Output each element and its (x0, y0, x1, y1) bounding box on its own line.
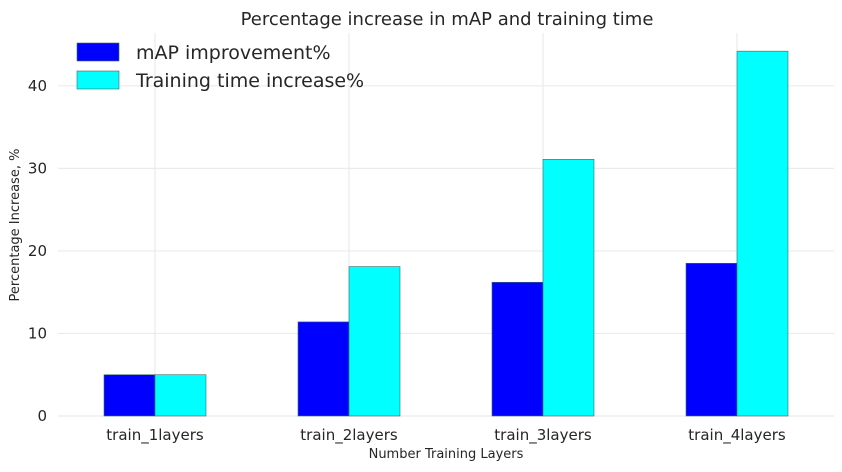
bar (736, 50, 789, 417)
y-tick-label: 30 (28, 159, 47, 177)
y-tick-label: 20 (28, 242, 47, 260)
bar (348, 266, 401, 417)
x-tick-label: train_4layers (688, 426, 786, 445)
legend: mAP improvement% Training time increase% (76, 42, 364, 92)
y-tick-label: 0 (37, 407, 47, 425)
y-axis-label: Percentage Increase, % (8, 149, 23, 302)
x-tick-label: train_3layers (494, 426, 592, 445)
x-tick-label: train_1layers (106, 426, 204, 445)
axis-ticks: 0 10 20 30 40 train_1layers train_2layers train… (28, 77, 786, 445)
legend-label: mAP improvement% (136, 42, 331, 64)
x-axis-label: Number Training Layers (369, 447, 524, 462)
y-tick-label: 40 (28, 77, 47, 95)
legend-label: Training time increase% (135, 70, 364, 92)
chart-title: Percentage increase in mAP and training … (241, 9, 654, 30)
bars (103, 50, 789, 417)
legend-swatch (76, 42, 120, 62)
bar (542, 158, 595, 417)
bar (103, 374, 156, 417)
bar (297, 321, 350, 417)
legend-swatch (76, 70, 120, 90)
bar (685, 262, 738, 417)
x-tick-label: train_2layers (300, 426, 398, 445)
bar (491, 281, 544, 417)
bar (154, 374, 207, 417)
y-tick-label: 10 (28, 324, 47, 342)
